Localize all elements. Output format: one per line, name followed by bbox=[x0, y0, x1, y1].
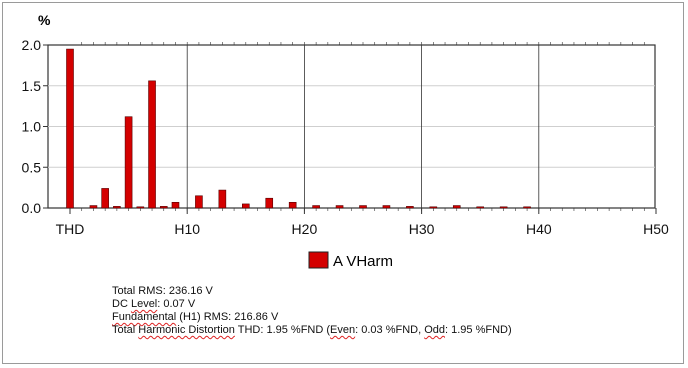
bar-h6 bbox=[136, 206, 145, 209]
bar-h21 bbox=[312, 205, 320, 209]
bar-h35 bbox=[476, 206, 485, 209]
bar-h23 bbox=[335, 205, 344, 209]
total-rms-text: Total RMS: 236.16 V bbox=[112, 285, 213, 297]
bar-h5 bbox=[124, 116, 133, 209]
bar-h7 bbox=[148, 80, 156, 209]
fundamental-rms: Fundamental (H1) RMS: 216.86 V bbox=[112, 311, 512, 324]
legend-swatch bbox=[308, 251, 329, 269]
bar-h25 bbox=[359, 205, 367, 209]
dc-level-prefix: DC bbox=[112, 298, 131, 310]
bar-thd bbox=[66, 48, 74, 209]
y-tick-label: 2.0 bbox=[22, 37, 42, 53]
thd-value: THD: 1.95 %FND ( bbox=[234, 324, 331, 336]
dc-level-word: Level bbox=[130, 298, 158, 310]
bar-h39 bbox=[523, 206, 531, 209]
x-tick-label: H10 bbox=[174, 221, 200, 237]
x-tick-label: H20 bbox=[292, 221, 318, 237]
stats-panel: Total RMS: 236.16 V DC Level: 0.07 V Fun… bbox=[112, 285, 512, 337]
bar-h4 bbox=[113, 206, 121, 209]
legend[interactable]: A VHarm bbox=[308, 251, 393, 270]
bars bbox=[66, 48, 531, 209]
bar-h2 bbox=[89, 205, 98, 209]
x-tick-label: H40 bbox=[526, 221, 552, 237]
y-tick-label: 1.0 bbox=[22, 119, 42, 135]
x-tick-label: H30 bbox=[409, 221, 435, 237]
grid bbox=[47, 44, 656, 209]
thd-odd-value: : 1.95 %FND) bbox=[445, 324, 512, 336]
chart-window bbox=[2, 2, 684, 364]
bar-h15 bbox=[242, 203, 250, 209]
bar-h27 bbox=[382, 205, 391, 209]
bar-h8 bbox=[159, 206, 168, 209]
bar-h13 bbox=[218, 189, 227, 209]
bar-h17 bbox=[265, 197, 274, 209]
fundamental-value: (H1) RMS: 216.86 V bbox=[176, 311, 279, 323]
bar-h37 bbox=[499, 206, 508, 209]
bar-h33 bbox=[452, 205, 461, 209]
bar-h19 bbox=[288, 201, 297, 209]
total-rms: Total RMS: 236.16 V bbox=[112, 285, 512, 298]
y-tick-label: 0.0 bbox=[22, 200, 42, 216]
bar-h11 bbox=[195, 195, 203, 209]
thd-prefix: Total bbox=[112, 324, 139, 336]
thd-words: Harmonic Distortion bbox=[138, 324, 235, 336]
thd-odd-word: Odd bbox=[424, 324, 445, 336]
y-axis-label: % bbox=[38, 12, 51, 28]
bar-h9 bbox=[171, 201, 180, 209]
dc-level: DC Level: 0.07 V bbox=[112, 298, 512, 311]
bar-h3 bbox=[101, 188, 109, 209]
thd-even-word: Even bbox=[330, 324, 356, 336]
axes: 0.0 0.5 1.0 1.5 2.0 THD H10 H20 H30 H40 H50 bbox=[22, 37, 670, 237]
y-tick-label: 1.5 bbox=[22, 78, 42, 94]
fundamental-word: Fundamental bbox=[112, 311, 177, 323]
thd-summary: Total Harmonic Distortion THD: 1.95 %FND… bbox=[112, 324, 512, 337]
bar-h31 bbox=[429, 206, 438, 209]
x-tick-label: H50 bbox=[643, 221, 669, 237]
bar-h29 bbox=[406, 206, 414, 209]
y-tick-label: 0.5 bbox=[22, 159, 42, 175]
x-tick-label: THD bbox=[56, 221, 85, 237]
dc-level-value: : 0.07 V bbox=[157, 298, 196, 310]
legend-label: A VHarm bbox=[333, 253, 393, 270]
thd-even-value: : 0.03 %FND, bbox=[355, 324, 425, 336]
